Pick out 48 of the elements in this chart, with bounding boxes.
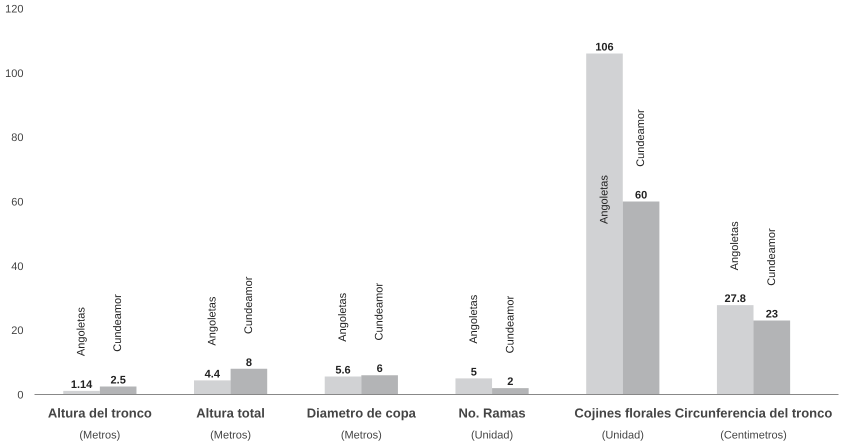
text: Angoletas <box>76 307 88 356</box>
y-tick-label: 0 <box>17 390 24 402</box>
y-tick-label: 40 <box>11 260 24 273</box>
text: Angoletas <box>337 292 350 342</box>
bar <box>455 378 492 394</box>
text: Angoletas <box>729 221 742 270</box>
data-label: 2 <box>507 376 514 388</box>
y-tick-label: 120 <box>5 4 24 16</box>
bar <box>492 388 529 394</box>
category-label: No. Ramas (Unidad) <box>458 406 526 442</box>
data-label: 8 <box>246 356 252 369</box>
bar <box>230 368 268 394</box>
data-label: 106 <box>595 42 614 54</box>
text: Cundeamor <box>374 282 386 340</box>
data-label: 2.5 <box>110 374 126 386</box>
data-label: 27.8 <box>724 293 746 306</box>
category-label: Altura total (Metros) <box>196 406 265 442</box>
bar <box>754 320 790 394</box>
y-tick-label: 60 <box>11 196 24 208</box>
y-tick-label: 100 <box>5 68 24 80</box>
bar <box>194 380 231 394</box>
text: Cundeamor <box>504 296 516 354</box>
data-label: 1.14 <box>70 378 94 391</box>
bar <box>716 305 754 394</box>
category-label: Cojines florales (Unidad) <box>574 406 672 442</box>
bar <box>324 376 362 394</box>
text: Angoletas <box>468 294 480 344</box>
y-tick-label: 80 <box>11 132 24 144</box>
bar <box>100 386 136 394</box>
bar <box>361 375 398 394</box>
bar <box>586 54 623 394</box>
bar <box>622 202 660 394</box>
data-label: 60 <box>634 190 648 202</box>
category-label: Altura del tronco (Metros) <box>48 406 152 442</box>
data-label: 23 <box>766 308 778 321</box>
data-label: 5.6 <box>335 364 351 376</box>
y-tick-label: 20 <box>11 325 24 338</box>
text: Cundeamor <box>112 294 124 352</box>
text: Cundeamor <box>635 109 648 167</box>
category-label: Diametro de copa (Metros) <box>306 406 416 442</box>
data-label: 6 <box>376 363 383 376</box>
text: Cundeamor <box>766 228 778 286</box>
text: Angoletas <box>206 296 218 346</box>
data-label: 5 <box>470 366 477 378</box>
category-label: Circunferencia del tronco (Centimetros) <box>674 406 832 442</box>
text: Cundeamor <box>242 276 255 334</box>
series-label: Angoletas <box>598 174 610 224</box>
data-label: 4.4 <box>204 368 221 380</box>
